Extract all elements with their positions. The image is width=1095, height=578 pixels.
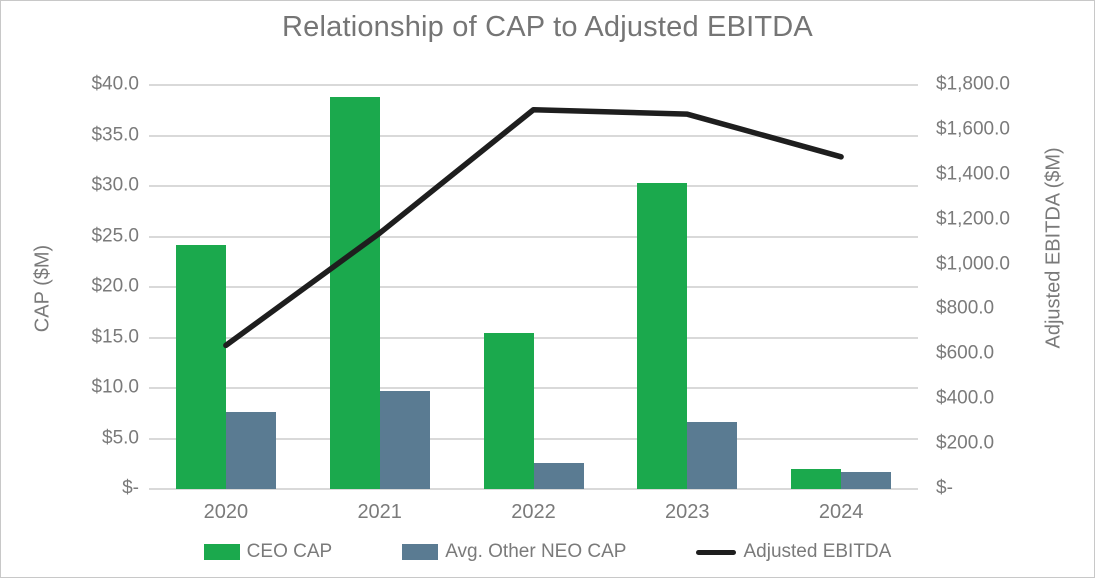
left-axis-tick: $35.0 [91,124,139,146]
left-axis-tick: $10.0 [91,376,139,398]
gridline [149,134,918,137]
legend-label: Adjusted EBITDA [743,541,892,562]
left-axis-tick: $30.0 [91,174,139,196]
legend-item-avg-other-neo-cap: Avg. Other NEO CAP [402,541,626,563]
right-axis-tick: $1,000.0 [936,253,1010,275]
x-axis-labels: 2020 2021 2022 2023 2024 [149,501,918,527]
right-axis-tick: $1,800.0 [936,73,1010,95]
left-axis-tick: $- [122,477,139,499]
left-axis-tick: $40.0 [91,73,139,95]
right-axis-tick: $200.0 [936,432,995,454]
gridline [149,437,918,440]
gridline [149,336,918,339]
right-axis-tick: $1,200.0 [936,208,1010,230]
bar-ceo-cap-2022 [483,333,534,489]
gridline [149,84,918,86]
bar-ceo-cap-2020 [175,244,226,489]
right-axis-title: Adjusted EBITDA ($M) [1042,147,1065,349]
gridline [149,185,918,187]
left-axis-tick: $20.0 [91,275,139,297]
x-axis-label-2020: 2020 [203,501,249,523]
legend-label: CEO CAP [246,541,333,562]
legend: CEO CAP Avg. Other NEO CAP Adjusted EBITDA [1,541,1094,563]
bar-ceo-cap-2023 [637,182,688,489]
right-axis-tick: $600.0 [936,342,995,364]
bar-ceo-cap-2021 [329,97,380,489]
gridline [149,235,918,238]
adjusted-ebitda-line [223,106,844,349]
x-axis-label-2023: 2023 [665,501,710,523]
bar-avg-other-neo-cap-2023 [687,422,738,489]
left-axis-tick: $15.0 [91,326,139,348]
right-axis-tick: $800.0 [936,297,995,319]
left-axis-tick: $5.0 [102,427,139,449]
right-axis-tick: $- [936,477,953,499]
legend-label: Avg. Other NEO CAP [445,541,627,562]
x-axis-label-2021: 2021 [357,501,402,523]
legend-line-swatch [696,549,737,555]
right-axis-tick: $1,400.0 [936,163,1010,185]
right-axis-tick: $1,600.0 [936,118,1010,140]
bar-avg-other-neo-cap-2022 [533,462,584,489]
legend-item-adjusted-ebitda: Adjusted EBITDA [696,541,891,563]
bar-avg-other-neo-cap-2021 [379,391,430,489]
gridline [149,286,918,288]
left-axis-title: CAP ($M) [31,244,54,333]
plot-area [149,84,918,490]
right-axis-tick: $400.0 [936,387,995,409]
legend-bar-swatch [203,544,240,560]
legend-bar-swatch [402,544,439,560]
x-axis-label-2022: 2022 [511,501,556,523]
bar-ceo-cap-2024 [791,468,842,489]
chart-title: Relationship of CAP to Adjusted EBITDA [282,11,813,43]
gridline [149,387,918,389]
x-axis-label-2024: 2024 [818,501,864,523]
bar-avg-other-neo-cap-2020 [225,412,276,489]
legend-item-ceo-cap: CEO CAP [203,541,333,563]
bar-avg-other-neo-cap-2024 [841,471,892,489]
left-axis-tick: $25.0 [91,225,139,247]
x-axis-line [149,488,918,490]
